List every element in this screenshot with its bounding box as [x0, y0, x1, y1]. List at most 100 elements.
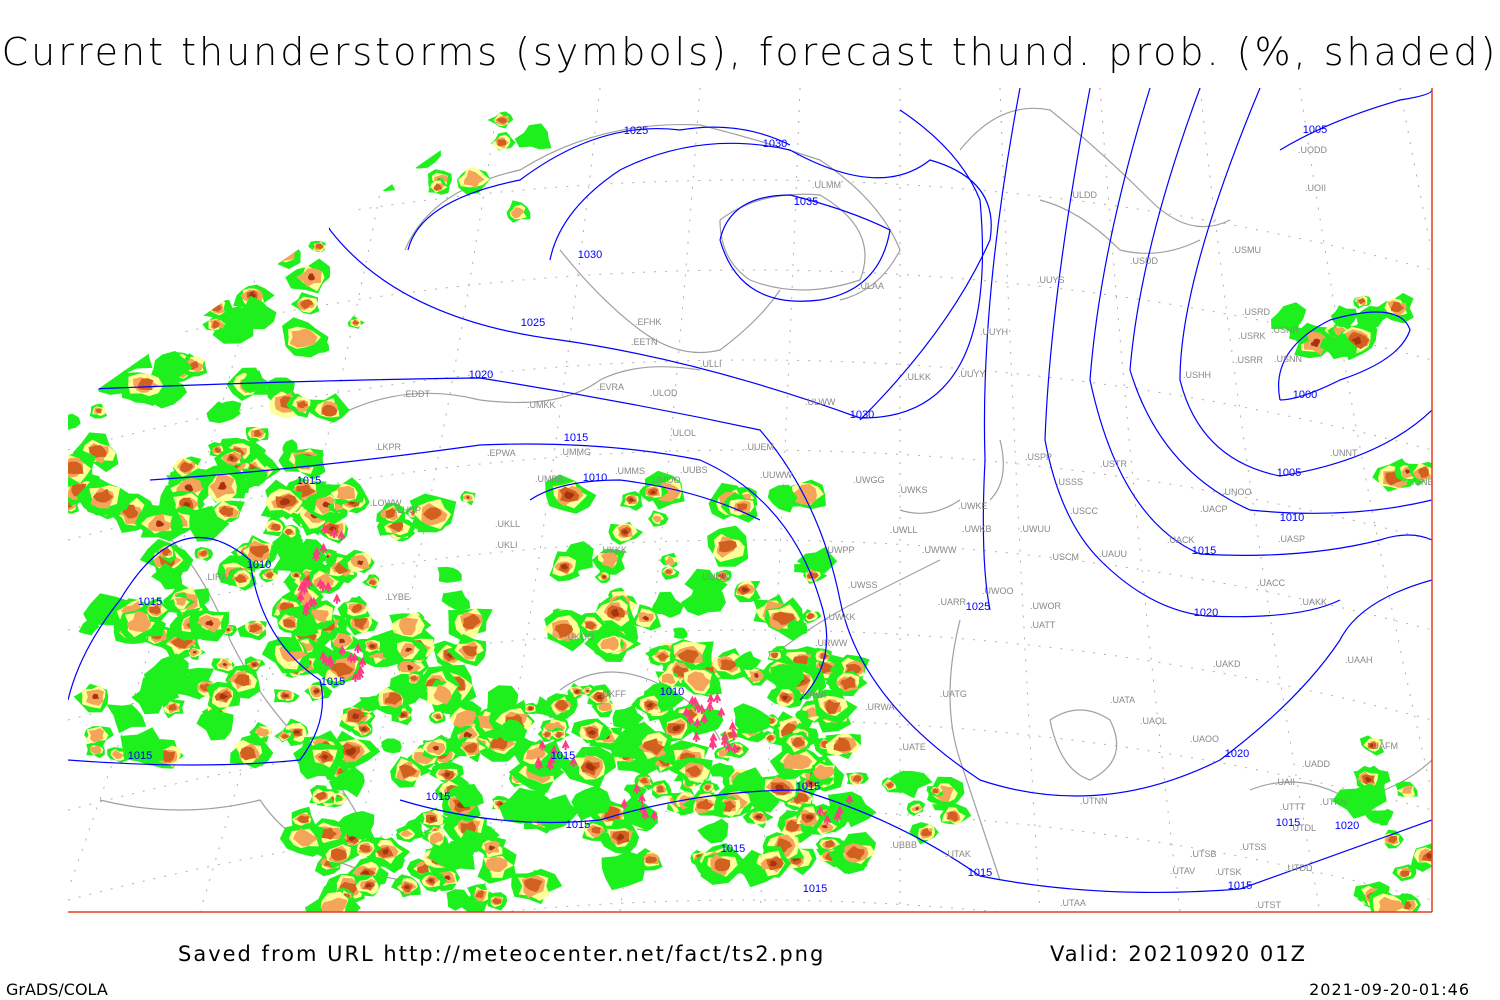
isobar-label: 1015: [128, 750, 152, 762]
probability-cell: [921, 827, 933, 837]
probability-cell: [696, 798, 714, 810]
probability-cell: [235, 222, 277, 261]
probability-cell: [1401, 785, 1413, 794]
probability-cell: [293, 730, 300, 734]
probability-cell: [313, 689, 320, 693]
probability-cell: [387, 131, 430, 161]
station-label: .UKOO: [565, 632, 594, 642]
probability-cell: [381, 738, 402, 754]
thunderstorm-symbol: [823, 814, 832, 825]
probability-cell: [283, 694, 288, 697]
probability-cell: [429, 832, 444, 845]
isobar-label: 1035: [794, 196, 818, 208]
station-label: .UKFF: [600, 689, 627, 699]
station-label: .UAII: [1275, 777, 1295, 787]
station-label: .UADD: [1302, 759, 1331, 769]
isobar-label: 1015: [406, 139, 430, 151]
station-label: .USSS: [1056, 477, 1083, 487]
station-label: .UATT: [1030, 620, 1056, 630]
station-label: .EPWA: [487, 448, 516, 458]
probability-cell: [302, 764, 325, 777]
probability-cell: [740, 711, 772, 733]
station-label: .USCC: [1070, 506, 1099, 516]
probability-cell: [463, 742, 478, 753]
isobar-label: 1000: [1293, 389, 1317, 401]
station-label: .ULOD: [650, 388, 678, 398]
isobar-line: [149, 443, 828, 701]
probability-cell: [510, 207, 525, 219]
station-label: .ULAA: [858, 281, 884, 291]
probability-cell: [105, 327, 125, 342]
probability-cell: [301, 90, 329, 114]
station-label: .UMBB: [535, 474, 564, 484]
isobar-line: [982, 88, 1021, 611]
station-label: .UTKN: [1320, 797, 1347, 807]
probability-cell: [300, 92, 310, 100]
probability-cell: [543, 732, 551, 738]
probability-cell: [720, 574, 725, 578]
probability-cell: [406, 664, 414, 671]
probability-cell: [946, 811, 959, 822]
probability-cell: [352, 173, 379, 197]
probability-cell: [240, 370, 270, 393]
probability-cell: [591, 826, 601, 834]
probability-cell: [524, 878, 543, 893]
probability-cell: [266, 572, 275, 579]
probability-cell: [782, 695, 788, 701]
probability-cell: [110, 333, 116, 338]
station-label: .USNN: [1274, 354, 1302, 364]
probability-cell: [185, 505, 230, 542]
probability-cell: [153, 257, 191, 294]
meridian: [999, 88, 1041, 912]
probability-cell: [1289, 326, 1310, 345]
probability-cell: [168, 703, 177, 711]
probability-cell: [444, 772, 451, 777]
isobar-label: 1010: [247, 559, 271, 571]
probability-cell: [755, 815, 762, 819]
station-label: .UTTT: [1280, 802, 1306, 812]
station-label: .UTAV: [1170, 866, 1195, 876]
probability-cell: [219, 693, 229, 699]
probability-cell: [382, 848, 389, 855]
probability-cell: [400, 830, 414, 837]
probability-cell: [220, 269, 243, 286]
probability-cell: [300, 131, 305, 136]
probability-cell: [288, 122, 318, 147]
isobar-label: 1030: [578, 249, 602, 261]
probability-cell: [840, 676, 856, 691]
probability-cell: [886, 782, 895, 788]
probability-cell: [256, 232, 301, 270]
thunderstorm-symbol: [693, 717, 702, 728]
station-label: .UMKK: [527, 400, 556, 410]
probability-cell: [300, 299, 314, 309]
probability-cell: [821, 824, 828, 829]
station-label: .UTSS: [1240, 842, 1267, 852]
probability-cell: [1400, 870, 1410, 878]
probability-cell: [234, 574, 247, 583]
isobar-label: 1015: [1228, 880, 1252, 892]
isobar-label: 1025: [624, 125, 648, 137]
station-label: .UWWW: [922, 545, 957, 555]
probability-cell: [183, 265, 195, 274]
probability-cell: [388, 520, 404, 533]
isobar-line: [1179, 88, 1432, 477]
probability-cell: [742, 587, 749, 593]
probability-cell: [311, 172, 348, 203]
probability-cell: [357, 177, 373, 191]
probability-cell: [475, 890, 485, 899]
thunderstorm-symbol: [338, 645, 347, 656]
station-label: .UASP: [1278, 534, 1305, 544]
thunderstorm-symbol: [692, 731, 701, 743]
isobar-label: 1015: [551, 750, 575, 762]
probability-cell: [115, 315, 165, 349]
station-label: .URWA: [865, 702, 895, 712]
probability-cell: [485, 856, 508, 873]
probability-cell: [156, 520, 165, 528]
probability-cell: [736, 503, 748, 511]
station-label: .EVRA: [597, 382, 624, 392]
probability-cell: [1271, 302, 1307, 336]
probability-cell: [400, 713, 406, 717]
probability-cell: [616, 833, 625, 841]
probability-cell: [126, 611, 152, 633]
probability-cell: [588, 729, 596, 736]
